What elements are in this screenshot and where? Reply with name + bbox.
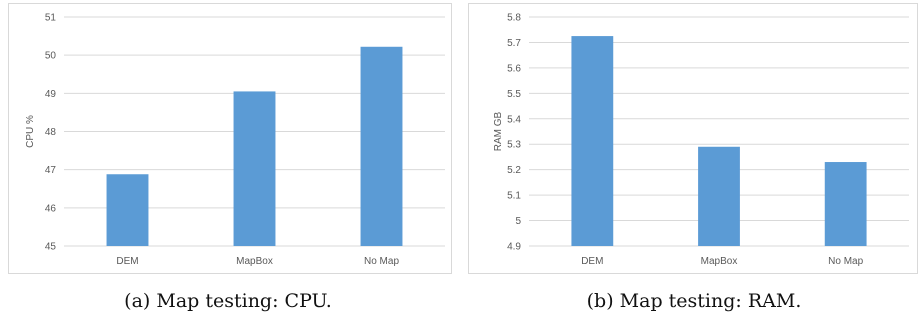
y-axis-label: RAM GB [493, 111, 504, 151]
bar [698, 146, 740, 246]
bar [824, 162, 867, 246]
bar [571, 36, 614, 247]
y-tick-label: 4.9 [507, 242, 521, 253]
ram-chart-svg: 4.9 5 5.1 5.2 5.3 5.4 5.5 5.6 5.7 5.8 DEM MapBox No … [493, 13, 909, 267]
x-category-label: MapBox [701, 256, 738, 267]
y-tick-label: 47 [45, 165, 57, 176]
y-tick-label: 45 [45, 242, 57, 253]
x-category-label: No Map [364, 256, 399, 267]
y-tick-label: 5.4 [507, 114, 521, 125]
y-tick-label: 48 [45, 127, 57, 138]
x-category-label: MapBox [236, 256, 273, 267]
y-tick-label: 5.5 [507, 89, 521, 100]
chart-frame: 4.9 5 5.1 5.2 5.3 5.4 5.5 5.6 5.7 5.8 DEM MapBox No … [468, 3, 918, 274]
x-category-label: DEM [581, 256, 603, 267]
y-tick-label: 49 [45, 89, 57, 100]
figure-caption: (a) Map testing: CPU. [124, 290, 332, 312]
y-tick-label: 51 [45, 13, 57, 24]
x-category-label: No Map [828, 256, 863, 267]
bar [360, 46, 403, 246]
y-axis-label: CPU % [25, 115, 36, 148]
bar [106, 174, 149, 246]
y-tick-label: 5.7 [507, 38, 521, 49]
cpu-chart-svg: 45 46 47 48 49 50 51 DEM MapBox No Map CPU % [25, 13, 445, 267]
y-tick-label: 5.6 [507, 63, 521, 74]
y-tick-label: 50 [45, 51, 57, 62]
y-tick-label: 5 [515, 216, 521, 227]
x-category-label: DEM [116, 256, 138, 267]
y-tick-label: 5.3 [507, 140, 521, 151]
figure-caption: (b) Map testing: RAM. [586, 290, 802, 312]
y-tick-label: 5.1 [507, 191, 521, 202]
bar [233, 91, 276, 246]
y-tick-label: 46 [45, 203, 57, 214]
chart-frame: 45 46 47 48 49 50 51 DEM MapBox No Map CPU % [8, 3, 452, 274]
y-tick-label: 5.2 [507, 165, 521, 176]
y-tick-label: 5.8 [507, 13, 521, 24]
